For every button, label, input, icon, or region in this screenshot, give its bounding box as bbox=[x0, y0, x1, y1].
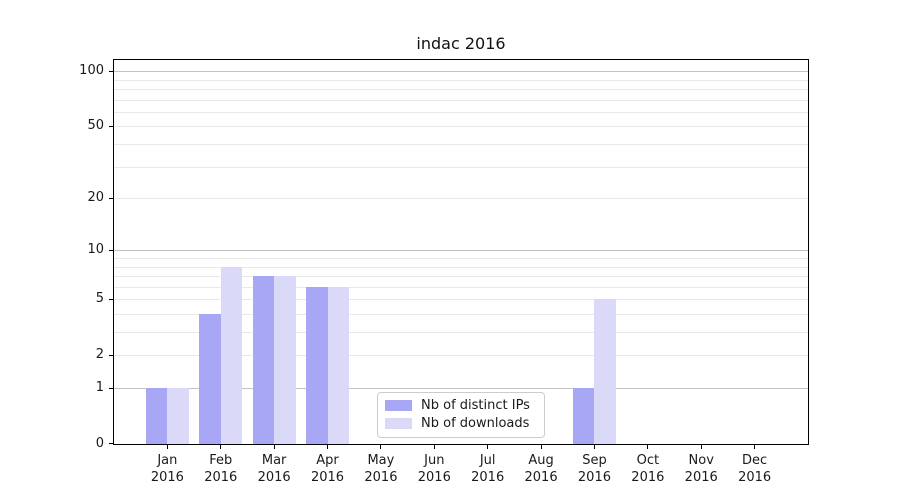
bar-sep-distinct-ips bbox=[572, 388, 595, 444]
y-tick-mark-10 bbox=[109, 250, 113, 252]
x-tick-label-jul: Jul 2016 bbox=[471, 453, 505, 485]
gridline-major-100 bbox=[114, 71, 808, 73]
x-tick-mark-jun bbox=[433, 445, 435, 449]
legend: Nb of distinct IPs Nb of downloads bbox=[377, 392, 545, 438]
x-tick-label-jan: Jan 2016 bbox=[150, 453, 184, 485]
x-tick-label-feb: Feb 2016 bbox=[204, 453, 238, 485]
y-tick-label-5: 5 bbox=[95, 291, 104, 307]
gridline-minor-6 bbox=[114, 286, 808, 288]
x-tick-mark-may bbox=[380, 445, 382, 449]
x-tick-mark-apr bbox=[327, 445, 329, 449]
plot-area: 0 1 2 5 10 20 50 100 Jan 2016 Feb 2016 Mar 2016 Apr 20… bbox=[79, 59, 809, 485]
gridline-minor-80 bbox=[114, 89, 808, 90]
bar-apr-distinct-ips bbox=[306, 286, 328, 444]
y-tick-label-50: 50 bbox=[87, 118, 104, 134]
bar-apr-downloads bbox=[327, 286, 350, 444]
x-tick-mark-nov bbox=[700, 445, 702, 449]
gridline-major-10 bbox=[114, 250, 808, 252]
bar-mar-downloads bbox=[274, 276, 296, 444]
gridline-major-1 bbox=[114, 388, 808, 389]
gridline-minor-4 bbox=[114, 313, 808, 315]
gridline-minor-50 bbox=[114, 126, 808, 128]
x-tick-mark-mar bbox=[273, 445, 275, 449]
gridline-minor-5 bbox=[114, 299, 808, 301]
gridline-minor-70 bbox=[114, 99, 808, 101]
x-tick-label-sep: Sep 2016 bbox=[577, 453, 611, 485]
legend-swatch-distinct-ips bbox=[385, 400, 412, 411]
y-tick-mark-50 bbox=[109, 126, 113, 128]
bar-sep-downloads bbox=[594, 299, 616, 444]
gridline-minor-20 bbox=[114, 198, 808, 200]
legend-label-distinct-ips: Nb of distinct IPs bbox=[421, 398, 530, 413]
y-tick-label-1: 1 bbox=[95, 380, 104, 395]
y-tick-label-10: 10 bbox=[87, 242, 104, 258]
gridline-minor-40 bbox=[114, 144, 808, 145]
bar-feb-downloads bbox=[220, 266, 243, 444]
x-tick-label-apr: Apr 2016 bbox=[310, 453, 345, 485]
gridline-minor-7 bbox=[114, 276, 808, 278]
x-tick-label-nov: Nov 2016 bbox=[684, 453, 718, 485]
x-tick-mark-sep bbox=[593, 445, 595, 449]
x-tick-mark-jan bbox=[166, 445, 168, 449]
gridline-minor-90 bbox=[114, 79, 808, 81]
y-tick-label-20: 20 bbox=[87, 190, 104, 206]
gridline-minor-2 bbox=[114, 355, 808, 357]
x-tick-mark-dec bbox=[754, 445, 756, 449]
y-tick-label-0: 0 bbox=[95, 436, 104, 451]
x-tick-label-may: May 2016 bbox=[364, 453, 398, 485]
y-tick-mark-20 bbox=[109, 198, 113, 200]
y-tick-mark-100 bbox=[109, 71, 113, 73]
y-tick-label-100: 100 bbox=[79, 63, 104, 79]
gridline-minor-60 bbox=[114, 111, 808, 113]
chart-title: indac 2016 bbox=[416, 34, 506, 53]
y-tick-mark-0 bbox=[109, 443, 113, 444]
x-tick-label-oct: Oct 2016 bbox=[631, 453, 665, 485]
bar-feb-distinct-ips bbox=[199, 314, 221, 444]
bar-jan-distinct-ips bbox=[145, 388, 168, 444]
x-tick-mark-jul bbox=[487, 445, 489, 449]
gridline-minor-30 bbox=[114, 166, 808, 168]
x-tick-label-aug: Aug 2016 bbox=[524, 453, 558, 485]
x-tick-label-mar: Mar 2016 bbox=[257, 453, 291, 485]
y-tick-mark-5 bbox=[109, 299, 113, 301]
legend-item-downloads: Nb of downloads bbox=[385, 416, 535, 431]
gridline-minor-8 bbox=[114, 266, 808, 268]
x-tick-mark-aug bbox=[540, 445, 542, 449]
bar-jan-downloads bbox=[167, 388, 189, 444]
x-tick-label-dec: Dec 2016 bbox=[738, 453, 772, 485]
legend-item-distinct-ips: Nb of distinct IPs bbox=[385, 398, 535, 413]
legend-label-downloads: Nb of downloads bbox=[421, 416, 530, 431]
x-tick-mark-feb bbox=[220, 445, 222, 449]
legend-swatch-downloads bbox=[385, 418, 412, 429]
x-tick-label-jun: Jun 2016 bbox=[417, 453, 451, 485]
y-tick-mark-1 bbox=[109, 388, 113, 389]
gridline-minor-3 bbox=[114, 332, 808, 333]
y-tick-label-2: 2 bbox=[95, 347, 104, 363]
gridline-minor-9 bbox=[114, 257, 808, 259]
y-tick-mark-2 bbox=[109, 355, 113, 357]
bar-mar-distinct-ips bbox=[252, 276, 275, 444]
x-tick-mark-oct bbox=[647, 445, 649, 449]
